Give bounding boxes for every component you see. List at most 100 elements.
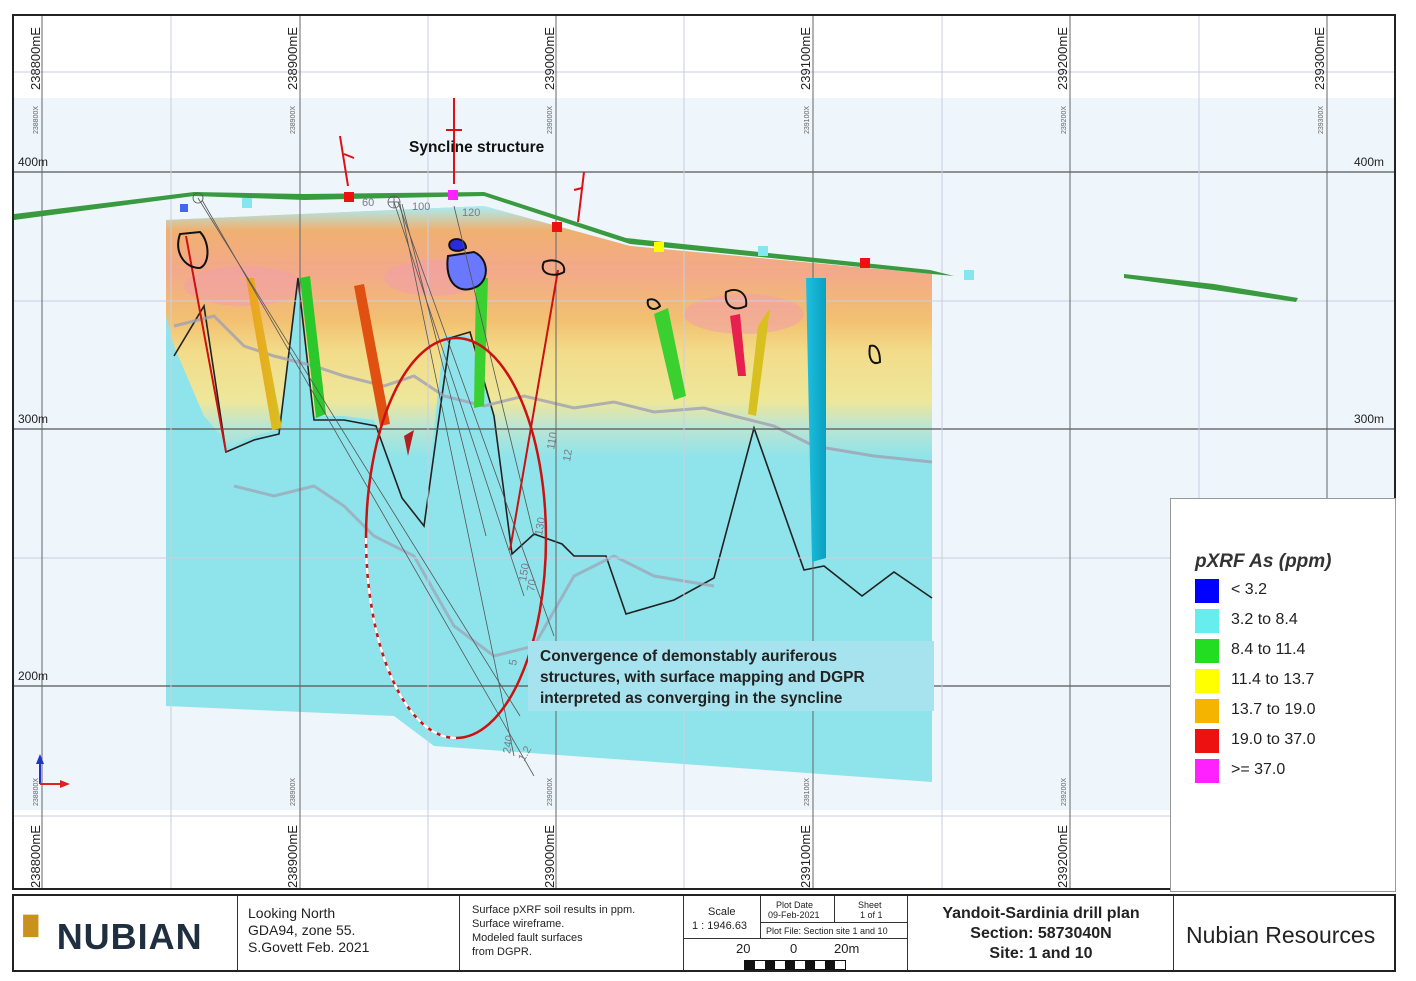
nubian-logo: ▘ NUBIAN <box>24 916 203 957</box>
drill-depth-label: 12 <box>561 448 575 462</box>
fault-surface <box>404 430 414 456</box>
fault-surface <box>246 278 282 430</box>
syncline-ellipse-dash <box>364 537 457 740</box>
svg-text:100: 100 <box>412 201 430 213</box>
grey-contour <box>173 314 933 464</box>
fault-surface <box>354 284 390 426</box>
grid-label-small: 238800X <box>33 106 40 134</box>
logo-mark-icon: ▘ <box>24 916 53 957</box>
callout-line: Convergence of demonstably auriferous <box>540 648 838 665</box>
soil-samples <box>180 190 974 280</box>
fault-surface <box>730 314 746 376</box>
fault-trace <box>509 269 559 551</box>
note-line: Surface wireframe. <box>472 918 565 930</box>
scale-value: 1 : 1946.63 <box>692 920 748 932</box>
legend-label: < 3.2 <box>1231 581 1268 598</box>
note-line: Surface pXRF soil results in ppm. <box>472 904 636 916</box>
legend-item: < 3.2 <box>1195 579 1385 603</box>
easting-label-bottom: 239200mE <box>1055 825 1070 888</box>
legend-title: pXRF As (ppm) <box>1195 551 1332 572</box>
drill-depth-label: 240 <box>501 734 516 754</box>
plot-file: Plot File: Section site 1 and 10 <box>766 926 888 936</box>
grid-label-small: 239000X <box>547 106 554 134</box>
convergence-callout: Convergence of demonstably auriferous st… <box>528 641 934 711</box>
drill-depth-label: 110 <box>545 431 560 450</box>
grid-label-small: 239200X <box>1061 106 1068 134</box>
base-oxidation-line <box>173 277 933 615</box>
legend-label: 8.4 to 11.4 <box>1231 641 1306 658</box>
legend-swatch <box>1195 609 1219 633</box>
grid-lines <box>14 16 1394 888</box>
legend: pXRF As (ppm) < 3.2 3.2 to 8.4 8.4 to 11… <box>1170 498 1396 892</box>
easting-label-top: 238900mE <box>285 27 300 90</box>
legend-item: >= 37.0 <box>1195 759 1385 783</box>
easting-label-bottom: 239000mE <box>542 825 557 888</box>
drill-depth-label: 70 <box>525 578 539 592</box>
elevation-label: 300m <box>1354 412 1384 426</box>
fault-surface <box>748 308 770 416</box>
fault-surface <box>654 308 686 400</box>
drill-depth-label: 5 <box>507 658 520 666</box>
legend-item: 19.0 to 37.0 <box>1195 729 1385 753</box>
grid-label-small: 238900X <box>290 106 297 134</box>
grid-label-small: 239100X <box>804 778 811 806</box>
easting-label-top: 239000mE <box>542 27 557 90</box>
grid-label-small: 238900X <box>290 778 297 806</box>
easting-label-top: 238800mE <box>28 27 43 90</box>
easting-label-bottom: 238900mE <box>285 825 300 888</box>
legend-item: 8.4 to 11.4 <box>1195 639 1385 663</box>
anomaly-outlines <box>177 230 882 364</box>
legend-label: 3.2 to 8.4 <box>1231 611 1298 628</box>
notes-cell: Surface pXRF soil results in ppm. Surfac… <box>460 896 684 970</box>
scale-bar <box>744 960 846 970</box>
sheet-value: 1 of 1 <box>860 910 883 920</box>
fault-surface <box>806 278 826 562</box>
grid-label-small: 239100X <box>804 106 811 134</box>
axis-triad <box>36 754 70 788</box>
grid-label-small: 239300X <box>1318 106 1325 134</box>
elevation-label: 200m <box>18 669 48 683</box>
svg-text:60: 60 <box>362 197 374 209</box>
easting-label-bottom: 238800mE <box>28 825 43 888</box>
plot-date-label: Plot Date <box>776 900 814 910</box>
legend-swatch <box>1195 759 1219 783</box>
elevation-label: 400m <box>18 155 48 169</box>
plan-title: Yandoit-Sardinia drill plan <box>942 905 1140 922</box>
structural-symbols <box>339 98 585 223</box>
site-number: Site: 1 and 10 <box>989 945 1093 962</box>
legend-swatch <box>1195 699 1219 723</box>
scalebar-label: 20 <box>736 941 751 956</box>
fault-surface <box>474 278 488 408</box>
grid-label-small: 239000X <box>547 778 554 806</box>
grid-label-small: 238800X <box>33 778 40 806</box>
sheet-label: Sheet <box>858 900 882 910</box>
grey-contour <box>233 484 715 658</box>
svg-text:120: 120 <box>462 207 480 219</box>
company-cell: Nubian Resources <box>1174 896 1394 970</box>
scalebar-label: 20m <box>834 941 860 956</box>
legend-swatch <box>1195 669 1219 693</box>
drill-depth-label: 130 <box>533 516 548 536</box>
callout-line: interpreted as converging in the synclin… <box>540 690 843 707</box>
note-line: Modeled fault surfaces <box>472 932 583 944</box>
legend-label: 19.0 to 37.0 <box>1231 731 1316 748</box>
legend-item: 11.4 to 13.7 <box>1195 669 1385 693</box>
title-block: ▘ NUBIAN Looking North GDA94, zone 55. S.… <box>12 894 1396 972</box>
view-direction: Looking North <box>248 905 336 921</box>
high-zone <box>684 294 804 334</box>
legend-label: 13.7 to 19.0 <box>1231 701 1316 718</box>
callout-line: structures, with surface mapping and DGP… <box>540 669 865 686</box>
datum: GDA94, zone 55. <box>248 922 356 938</box>
legend-swatch <box>1195 729 1219 753</box>
easting-label-top: 239200mE <box>1055 27 1070 90</box>
author: S.Govett Feb. 2021 <box>248 939 370 955</box>
grid-label-small: 239200X <box>1061 778 1068 806</box>
surface-wireframe-east <box>1124 274 1298 302</box>
fault-trace <box>185 235 227 453</box>
easting-label-top: 239300mE <box>1312 27 1327 90</box>
elevation-label: 400m <box>1354 155 1384 169</box>
scale-cell: Scale 1 : 1946.63 Plot Date 09-Feb-2021 … <box>684 896 908 970</box>
elevation-label: 300m <box>18 412 48 426</box>
syncline-structure-label: Syncline structure <box>409 139 545 156</box>
company-name: Nubian Resources <box>1186 922 1376 948</box>
